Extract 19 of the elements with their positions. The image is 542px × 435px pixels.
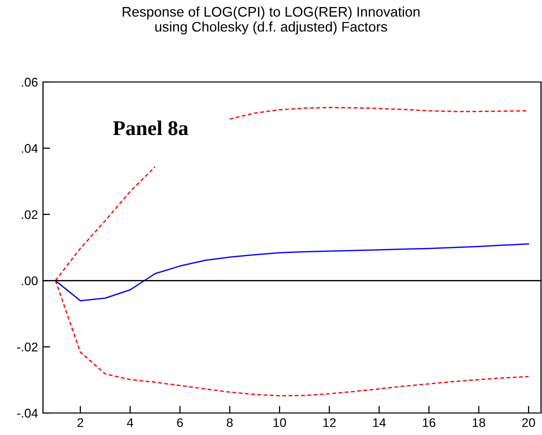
x-tick-label: 16 bbox=[422, 418, 436, 428]
y-tick-label: .00 bbox=[22, 276, 38, 286]
x-tick-label: 12 bbox=[323, 418, 336, 427]
x-tick-label: 20 bbox=[522, 418, 536, 428]
x-tick-label: 6 bbox=[177, 418, 183, 428]
y-tick-label: .04 bbox=[22, 144, 38, 153]
y-tick-label: .02 bbox=[22, 210, 38, 220]
chart-title: Response of LOG(CPI) to LOG(RER) Innovation using Cholesky (d.f. adjusted) Factors bbox=[122, 6, 420, 34]
y-tick-label: -.04 bbox=[17, 408, 38, 418]
y-tick-label: -.02 bbox=[17, 342, 38, 352]
x-tick-label: 14 bbox=[373, 418, 386, 427]
x-tick-label: 8 bbox=[226, 418, 233, 428]
line-series bbox=[54, 243, 530, 302]
x-tick-label: 2 bbox=[78, 418, 84, 427]
x-tick-label: 10 bbox=[274, 418, 286, 428]
annotation: Panel 8a bbox=[113, 120, 188, 136]
y-tick-label: .06 bbox=[22, 78, 38, 87]
x-tick-label: 4 bbox=[126, 418, 134, 427]
x-tick-label: 18 bbox=[472, 418, 486, 428]
